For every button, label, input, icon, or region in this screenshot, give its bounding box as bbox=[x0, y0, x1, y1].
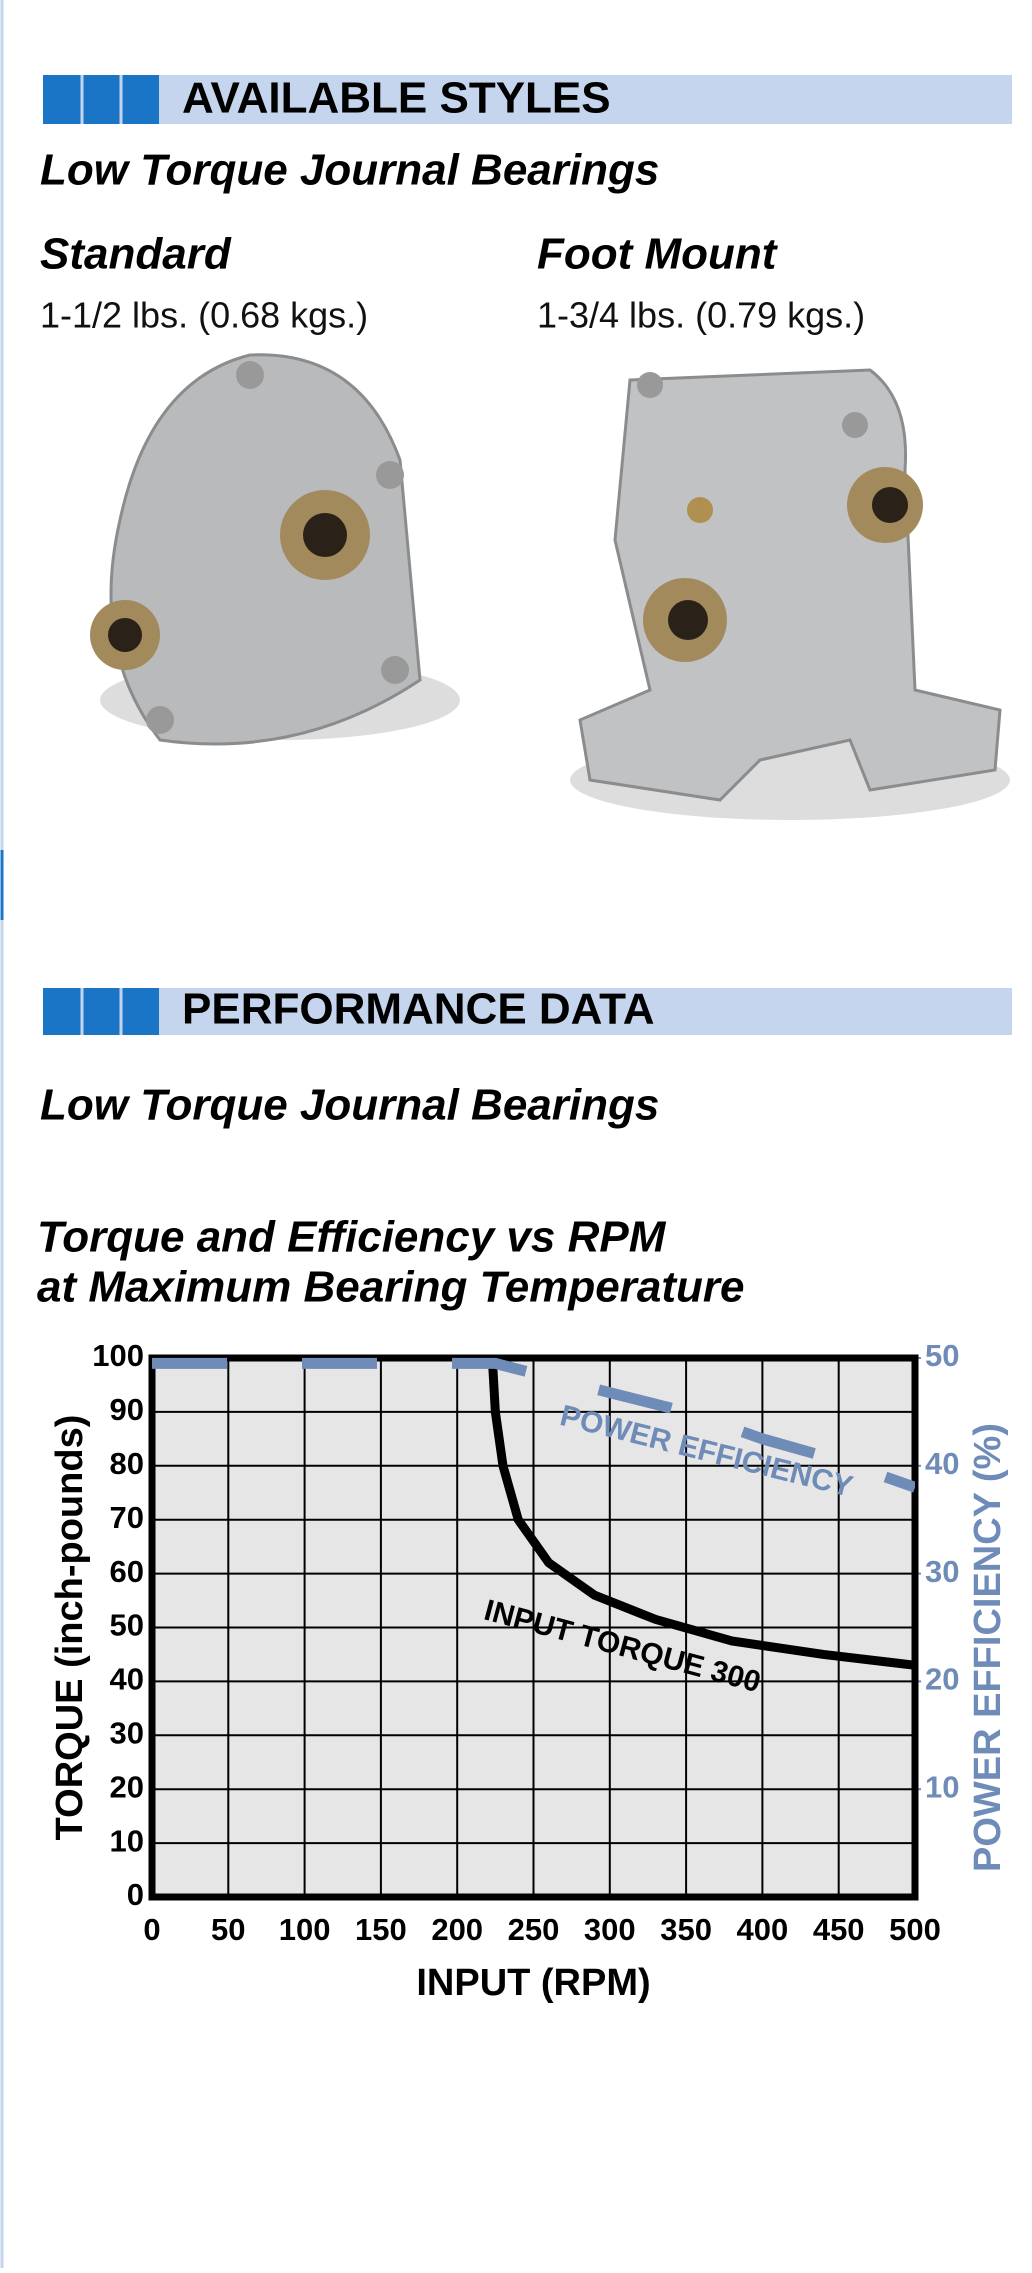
section-header: PERFORMANCE DATA bbox=[182, 985, 655, 1034]
x-tick-label: 50 bbox=[211, 1912, 245, 1947]
y2-axis-label: POWER EFFICIENCY (%) bbox=[967, 1423, 1009, 1872]
header-block bbox=[43, 988, 159, 1035]
y-tick-label: 50 bbox=[110, 1608, 144, 1643]
header-block bbox=[43, 75, 159, 124]
x-tick-label: 200 bbox=[431, 1912, 483, 1947]
y-tick-label: 90 bbox=[110, 1392, 144, 1427]
x-axis-label: INPUT (RPM) bbox=[416, 1962, 650, 2004]
y2-tick-label: 50 bbox=[925, 1338, 959, 1373]
x-tick-label: 450 bbox=[813, 1912, 865, 1947]
series-line bbox=[487, 1357, 915, 1670]
y-tick-label: 60 bbox=[110, 1554, 144, 1589]
x-tick-label: 500 bbox=[889, 1912, 941, 1947]
x-tick-label: 300 bbox=[584, 1912, 636, 1947]
style-weight: 1-1/2 lbs. (0.68 kgs.) bbox=[40, 295, 368, 336]
y2-tick-label: 40 bbox=[925, 1446, 959, 1481]
chart-subtitle: at Maximum Bearing Temperature bbox=[37, 1263, 744, 1312]
y-tick-label: 20 bbox=[110, 1769, 144, 1804]
style-name: Foot Mount bbox=[537, 230, 779, 279]
y-tick-label: 100 bbox=[92, 1338, 144, 1373]
chart: 0 10 20 30 40 50 60 70 80 90 100 0 50 100 150 200 250 300… bbox=[49, 1338, 1009, 2004]
y-tick-label: 30 bbox=[110, 1715, 144, 1750]
product-photo bbox=[570, 368, 1010, 820]
y-tick-label: 40 bbox=[110, 1662, 144, 1697]
y2-tick-label: 30 bbox=[925, 1554, 959, 1589]
style-name: Standard bbox=[40, 230, 232, 279]
y-tick-label: 10 bbox=[110, 1823, 144, 1858]
y-tick-label: 70 bbox=[110, 1500, 144, 1535]
x-tick-label: 350 bbox=[660, 1912, 712, 1947]
section-header: AVAILABLE STYLES bbox=[182, 74, 611, 123]
header-band bbox=[43, 75, 1012, 124]
section-subtitle: Low Torque Journal Bearings bbox=[40, 146, 659, 195]
series-line bbox=[152, 1357, 915, 1493]
section-subtitle: Low Torque Journal Bearings bbox=[40, 1081, 659, 1130]
x-tick-label: 400 bbox=[737, 1912, 789, 1947]
y-axis-label: TORQUE (inch-pounds) bbox=[49, 1415, 91, 1841]
header-band bbox=[43, 988, 1012, 1035]
style-weight: 1-3/4 lbs. (0.79 kgs.) bbox=[537, 295, 865, 336]
x-tick-label: 150 bbox=[355, 1912, 407, 1947]
chart-title: Torque and Efficiency vs RPM bbox=[37, 1213, 667, 1262]
y2-tick-label: 20 bbox=[925, 1662, 959, 1697]
x-tick-label: 100 bbox=[279, 1912, 331, 1947]
y-tick-label: 80 bbox=[110, 1446, 144, 1481]
y-tick-label: 0 bbox=[127, 1877, 144, 1912]
product-photo bbox=[90, 353, 460, 746]
x-tick-label: 250 bbox=[508, 1912, 560, 1947]
plot-frame bbox=[148, 1354, 919, 1901]
x-tick-label: 0 bbox=[143, 1912, 160, 1947]
y2-tick-label: 10 bbox=[925, 1769, 959, 1804]
